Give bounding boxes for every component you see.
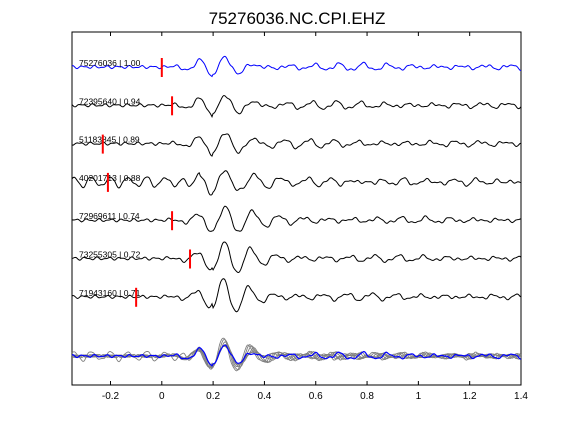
trace-label: 51183845 | 0.89 [79, 135, 140, 145]
trace-line [71, 94, 522, 118]
trace-label: 72969611 | 0.74 [79, 211, 140, 221]
x-tick-label: 1 [416, 391, 422, 402]
trace-group: 75276036 | 1.00 72395640 | 0.94 51183845 |… [71, 55, 522, 313]
plot-frame [71, 31, 522, 386]
chart-title: 75276036.NC.CPI.EHZ [209, 9, 386, 28]
x-tick-label: 1.2 [463, 391, 477, 402]
trace-line [71, 170, 522, 196]
x-tick-label: 0.6 [309, 391, 323, 402]
stacked-trace-line [71, 345, 522, 369]
trace-label: 73255305 | 0.72 [79, 250, 141, 260]
x-tick-label: 0.8 [360, 391, 374, 402]
stacked-trace-line [71, 344, 522, 367]
x-tick-label: 0.4 [257, 391, 271, 402]
stacked-traces [71, 337, 522, 372]
trace-line [71, 278, 522, 313]
trace-line [71, 241, 522, 274]
trace-label: 71943160 | 0.71 [79, 288, 141, 298]
x-axis: -0.2 0 0.2 0.4 0.6 0.8 1 1.2 1.4 [102, 32, 528, 402]
trace-label: 40201713 | 0.88 [79, 173, 141, 183]
trace-label: 72395640 | 0.94 [79, 96, 141, 106]
x-tick-label: 1.4 [514, 391, 528, 402]
stacked-trace-line [71, 344, 522, 370]
x-tick-label: 0.2 [206, 391, 220, 402]
trace-label: 75276036 | 1.00 [79, 58, 141, 68]
x-tick-label: -0.2 [102, 391, 120, 402]
trace-line [71, 55, 522, 78]
trace-line [71, 205, 522, 232]
x-tick-label: 0 [159, 391, 165, 402]
trace-line [71, 133, 522, 157]
